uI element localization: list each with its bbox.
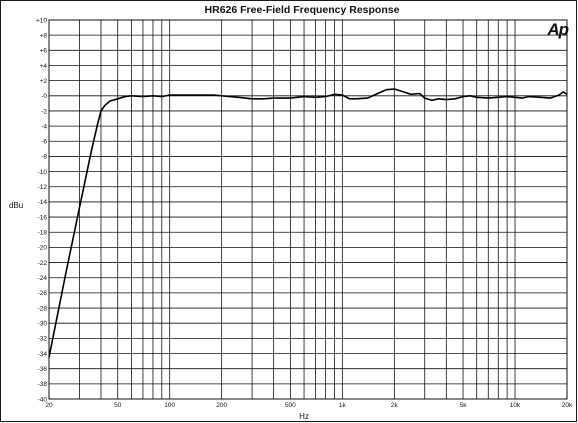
y-tick-label: +10 bbox=[36, 17, 47, 24]
y-tick-label: +2 bbox=[40, 78, 48, 85]
x-tick-label: 20 bbox=[45, 402, 53, 409]
chart-title: HR626 Free-Field Frequency Response bbox=[205, 4, 400, 16]
y-tick-label: -20 bbox=[38, 245, 48, 252]
x-tick-label: 5k bbox=[460, 402, 468, 409]
y-tick-label: +4 bbox=[40, 63, 48, 70]
y-tick-label: -12 bbox=[38, 184, 48, 191]
y-tick-label: -16 bbox=[38, 214, 48, 221]
x-tick-label: 10k bbox=[510, 402, 521, 409]
y-tick-label: -34 bbox=[38, 351, 48, 358]
x-tick-label: 1k bbox=[339, 402, 347, 409]
y-tick-label: -38 bbox=[38, 381, 48, 388]
y-tick-label: -30 bbox=[38, 321, 48, 328]
ap-logo: Ap bbox=[546, 20, 568, 39]
y-tick-label: -4 bbox=[41, 123, 47, 130]
y-tick-label: +8 bbox=[40, 32, 48, 39]
plot-area-border bbox=[48, 19, 568, 400]
frequency-response-line bbox=[48, 88, 568, 358]
y-axis-label: dBu bbox=[9, 201, 23, 210]
y-tick-label: -22 bbox=[38, 260, 48, 267]
y-tick-label: -10 bbox=[38, 169, 48, 176]
y-tick-label: -24 bbox=[38, 275, 48, 282]
x-tick-label: 200 bbox=[216, 402, 227, 409]
y-tick-label: -18 bbox=[38, 230, 48, 237]
x-axis-label: Hz bbox=[299, 412, 309, 421]
y-tick-label: -14 bbox=[38, 199, 48, 206]
y-tick-label: -2 bbox=[41, 108, 47, 115]
y-tick-label: -28 bbox=[38, 305, 48, 312]
y-tick-label: -0 bbox=[41, 93, 47, 100]
y-tick-label: -26 bbox=[38, 290, 48, 297]
x-tick-label: 50 bbox=[114, 402, 122, 409]
y-tick-label: -8 bbox=[41, 154, 47, 161]
x-tick-label: 2k bbox=[391, 402, 399, 409]
y-tick-label: -32 bbox=[38, 336, 48, 343]
y-tick-label: -36 bbox=[38, 366, 48, 373]
x-tick-label: 20k bbox=[562, 402, 573, 409]
x-tick-label: 100 bbox=[164, 402, 175, 409]
y-tick-label: -6 bbox=[41, 139, 47, 146]
y-tick-label: -40 bbox=[38, 396, 48, 403]
x-tick-label: 500 bbox=[285, 402, 296, 409]
y-tick-label: +6 bbox=[40, 48, 48, 55]
